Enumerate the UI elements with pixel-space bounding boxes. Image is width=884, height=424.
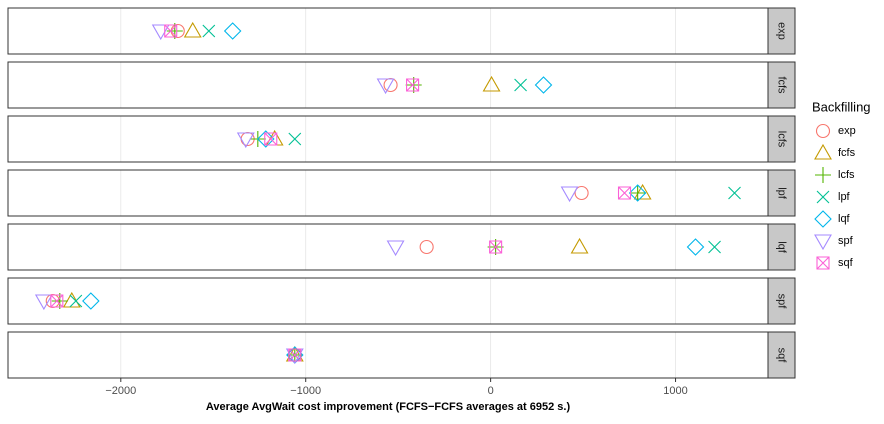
strip-label: sqf (776, 348, 788, 364)
point (288, 132, 302, 146)
panel (8, 116, 768, 162)
point (264, 132, 278, 146)
strip-label: lpf (776, 187, 788, 200)
x-tick-label: 1000 (663, 385, 687, 397)
panel (8, 62, 768, 108)
panel (8, 224, 768, 270)
panel (8, 8, 768, 54)
point (170, 23, 185, 39)
point (256, 130, 275, 148)
point (51, 293, 68, 309)
point (489, 240, 503, 254)
point (514, 78, 527, 92)
panel (8, 278, 768, 324)
point (202, 24, 216, 38)
legend-label: spf (838, 235, 854, 247)
point (50, 294, 64, 308)
strip (767, 61, 796, 109)
legend-title: Backfilling (812, 99, 871, 114)
point (482, 75, 501, 92)
strip-label: lqf (776, 241, 788, 254)
x-tick-label: −1000 (290, 385, 321, 397)
point (166, 23, 183, 39)
x-axis-label: Average AvgWait cost improvement (FCFS−F… (206, 401, 571, 413)
strip (767, 7, 796, 55)
legend-symbol (814, 234, 832, 251)
x-tick-label: 0 (488, 385, 494, 397)
strip-label: fcfs (776, 76, 788, 94)
point (62, 291, 81, 308)
point (34, 294, 53, 311)
strip (767, 169, 796, 217)
legend-symbol (815, 167, 831, 183)
point (82, 292, 100, 310)
point (728, 186, 741, 200)
legend-label: sqf (838, 257, 854, 269)
point (617, 186, 632, 200)
legend-label: fcfs (838, 147, 856, 159)
point (570, 237, 589, 254)
point (164, 24, 178, 38)
point (629, 185, 646, 201)
panel (8, 332, 768, 378)
strip-label: spf (776, 294, 788, 310)
point (628, 184, 647, 202)
legend-label: lqf (838, 213, 851, 225)
point (560, 186, 579, 203)
legend-symbol (816, 256, 830, 270)
strip (767, 223, 796, 271)
point (288, 348, 302, 362)
point (223, 22, 242, 40)
legend-symbol (814, 143, 832, 160)
x-tick-label: −2000 (105, 385, 136, 397)
legend-label: exp (838, 125, 856, 137)
legend-symbol (815, 123, 831, 139)
strip (767, 115, 796, 163)
point (633, 183, 652, 200)
point (376, 78, 395, 95)
point (419, 239, 434, 255)
point (534, 76, 553, 94)
point (686, 238, 705, 256)
legend-symbol (816, 190, 830, 204)
legend-label: lcfs (838, 169, 855, 181)
point (386, 240, 405, 257)
strip-label: lcfs (776, 131, 788, 148)
strip-label: exp (776, 22, 788, 40)
point (708, 240, 721, 254)
point (183, 21, 202, 38)
legend-symbol (814, 210, 832, 228)
point (69, 294, 83, 308)
point (236, 132, 255, 149)
strip (767, 277, 796, 325)
panel (8, 170, 768, 216)
point (406, 78, 420, 92)
strip (767, 331, 796, 379)
legend-label: lpf (838, 191, 851, 203)
